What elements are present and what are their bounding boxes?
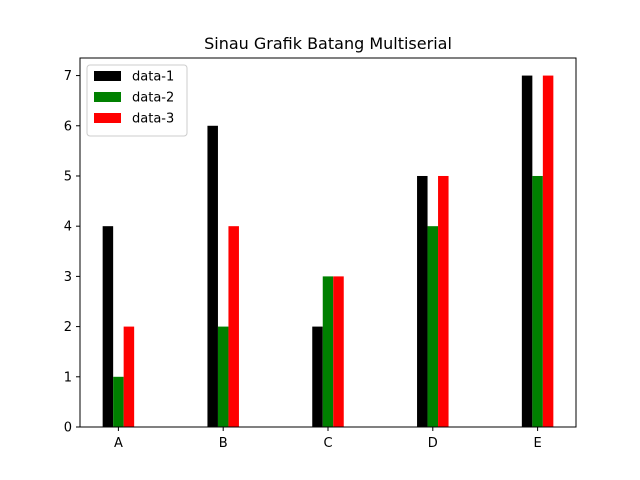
x-tick-label: C (323, 436, 332, 451)
bar-data-2-A (113, 376, 124, 427)
bar-data-2-E (532, 175, 543, 427)
x-tick-label: E (533, 436, 541, 451)
bar-data-3-B (228, 226, 239, 427)
y-tick-label: 0 (64, 421, 72, 436)
x-tick-label: B (219, 436, 228, 451)
y-tick-label: 1 (64, 370, 72, 385)
bar-data-2-B (217, 326, 229, 427)
y-tick-label: 2 (64, 320, 72, 335)
x-tick-label: D (428, 436, 438, 451)
legend-swatch-data-1 (94, 71, 121, 81)
y-tick-label: 6 (64, 119, 72, 134)
legend-swatch-data-3 (94, 113, 121, 123)
legend-swatch-data-2 (94, 92, 121, 102)
bar-data-1-E (521, 75, 533, 428)
x-tick-label: A (114, 436, 123, 451)
chart-title: Sinau Grafik Batang Multiserial (204, 34, 452, 53)
bar-data-1-B (207, 125, 218, 427)
y-tick-label: 4 (64, 220, 72, 235)
bar-data-3-D (438, 175, 449, 427)
bars-group (102, 75, 554, 428)
legend: data-1 data-2 data-3 (86, 64, 188, 137)
y-tick-label: 5 (64, 169, 72, 184)
bar-data-1-C (312, 326, 323, 427)
legend-label-data-2: data-2 (132, 91, 174, 106)
legend-label-data-3: data-3 (132, 112, 174, 127)
y-tick-label: 3 (64, 270, 72, 285)
x-axis: A B C D E (114, 427, 542, 451)
y-tick-label: 7 (64, 69, 72, 84)
legend-label-data-1: data-1 (132, 70, 174, 85)
y-axis: 0 1 2 3 4 5 6 7 (64, 69, 80, 436)
bar-data-1-D (417, 175, 428, 427)
bar-data-3-E (542, 75, 554, 428)
bar-data-2-C (322, 276, 334, 427)
bar-data-3-C (333, 276, 344, 427)
bar-data-1-A (102, 226, 114, 427)
bar-data-3-A (123, 326, 135, 427)
bar-data-2-D (427, 226, 439, 427)
